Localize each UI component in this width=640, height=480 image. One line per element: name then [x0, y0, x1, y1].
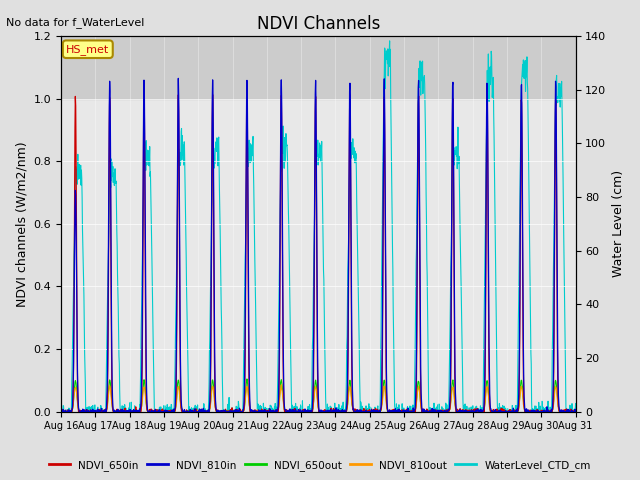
Legend: NDVI_650in, NDVI_810in, NDVI_650out, NDVI_810out, WaterLevel_CTD_cm: NDVI_650in, NDVI_810in, NDVI_650out, NDV… [45, 456, 595, 475]
Y-axis label: Water Level (cm): Water Level (cm) [612, 170, 625, 277]
Bar [61, 30, 575, 98]
Text: HS_met: HS_met [66, 44, 109, 55]
Text: No data for f_WaterLevel: No data for f_WaterLevel [6, 17, 145, 28]
Title: NDVI Channels: NDVI Channels [257, 15, 380, 33]
Y-axis label: NDVI channels (W/m2/nm): NDVI channels (W/m2/nm) [15, 141, 28, 307]
